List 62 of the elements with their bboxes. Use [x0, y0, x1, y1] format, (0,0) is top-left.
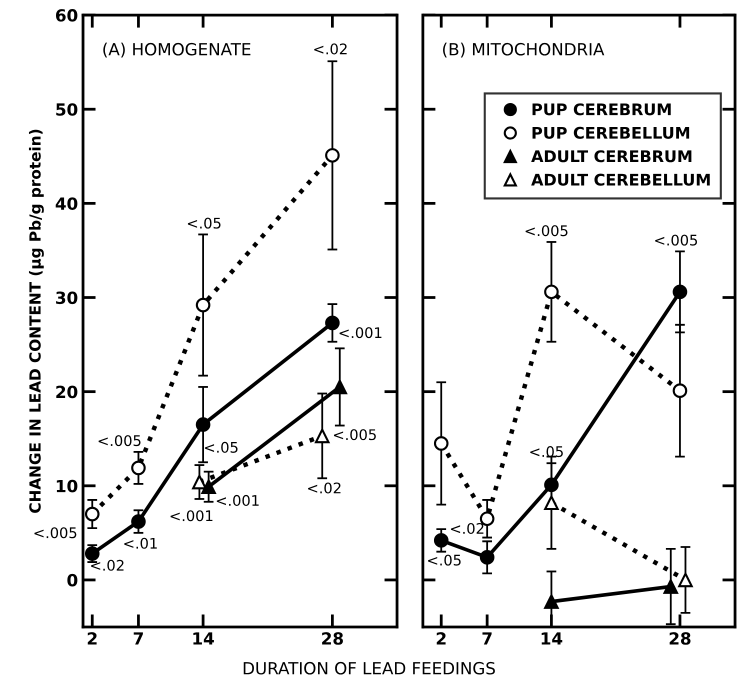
- annotation: <.005: [34, 527, 76, 538]
- annotation: <.005: [98, 435, 141, 446]
- annotation: <.01: [124, 538, 157, 549]
- annotation: <.02: [314, 43, 347, 54]
- annotation: <.02: [450, 522, 484, 534]
- point: [201, 479, 216, 494]
- point: [544, 284, 559, 300]
- annotation: <.05: [530, 446, 563, 458]
- point: [544, 478, 559, 492]
- annotation: <.001: [340, 327, 382, 338]
- point: [672, 383, 688, 398]
- annotation: <.05: [204, 442, 238, 453]
- point: [325, 148, 340, 163]
- point: [192, 474, 207, 490]
- point: [672, 284, 688, 300]
- y-tick-label: 30: [56, 291, 78, 304]
- x-axis-title: DURATION OF LEAD FEEDINGS: [244, 662, 495, 675]
- annotation: <.001: [216, 494, 259, 506]
- point: [325, 316, 340, 330]
- x-tick-label: 2: [436, 632, 446, 645]
- annotation: <.02: [91, 560, 124, 571]
- point: [434, 436, 449, 451]
- annotation: <.005: [526, 225, 568, 236]
- point: [131, 460, 146, 476]
- x-tick-label: 28: [322, 632, 343, 645]
- y-tick-label: 40: [56, 197, 78, 210]
- y-axis-title: CHANGE IN LEAD CONTENT (µg Pb/g protein): [28, 130, 44, 513]
- point: [544, 594, 559, 609]
- point: [434, 533, 449, 548]
- x-tick-label: 28: [670, 632, 691, 645]
- y-tick-label: 50: [56, 103, 78, 116]
- x-tick-label: 7: [482, 632, 492, 645]
- y-tick-label: 20: [56, 386, 78, 398]
- point: [314, 428, 330, 444]
- annotation: <.05: [428, 554, 461, 566]
- x-tick-label: 14: [542, 632, 562, 645]
- annotation: <.005: [655, 234, 698, 246]
- x-tick-label: 14: [193, 632, 214, 645]
- text: (A) HOMOGENATE: [103, 42, 250, 58]
- point: [678, 572, 693, 588]
- x-tick-label: 2: [88, 632, 97, 645]
- y-tick-label: 10: [56, 480, 78, 492]
- text: (B) MITOCHONDRIA: [443, 42, 604, 58]
- y-tick-label: 0: [67, 574, 78, 587]
- point: [196, 298, 210, 312]
- point: [663, 579, 678, 594]
- point: [131, 514, 146, 529]
- point: [84, 506, 100, 522]
- legend-label: ADULT CEREBRUM: [531, 150, 692, 162]
- annotation: <.05: [188, 218, 221, 229]
- point: [332, 380, 348, 394]
- legend-label: ADULT CEREBELLUM: [531, 174, 710, 186]
- point: [196, 417, 210, 432]
- annotation: <.02: [308, 482, 340, 494]
- legend-label: PUP CEREBELLUM: [532, 126, 690, 139]
- x-tick-label: 7: [134, 632, 143, 645]
- y-tick-label: 60: [56, 9, 78, 22]
- point: [544, 495, 559, 510]
- point: [480, 550, 494, 565]
- annotation: <.001: [170, 510, 212, 522]
- annotation: <.005: [334, 429, 376, 440]
- legend-label: PUP CEREBRUM: [532, 103, 671, 116]
